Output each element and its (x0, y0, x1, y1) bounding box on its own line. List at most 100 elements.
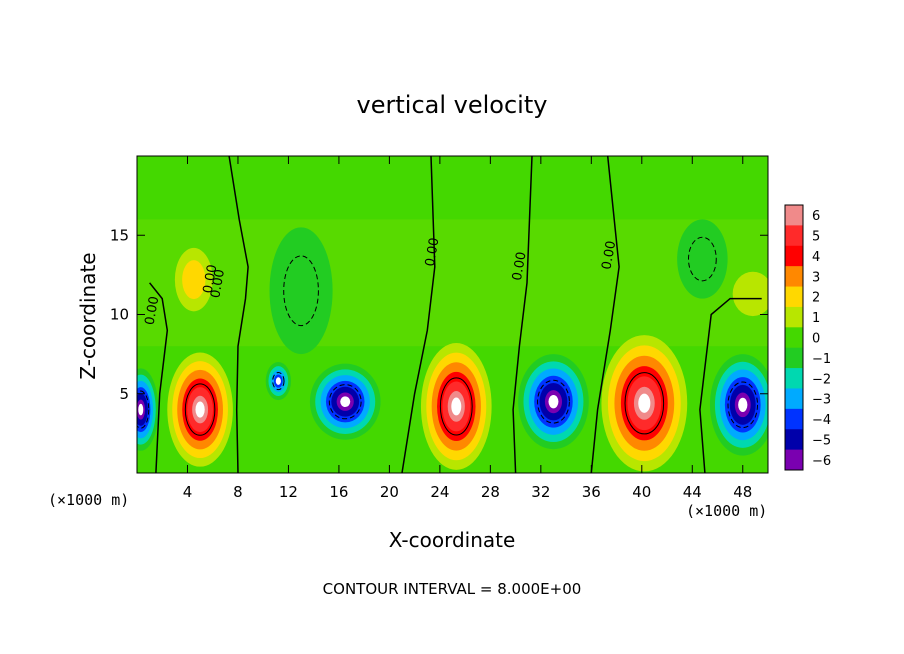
velocity-field (137, 156, 768, 473)
field-cell-updraft (420, 343, 492, 470)
colorbar-swatch (785, 245, 803, 267)
contour-positive (624, 372, 665, 435)
colorbar-label: 3 (812, 270, 820, 285)
x-tick-label: 36 (582, 483, 601, 501)
contour-labels: 0.000.000.00 0.00 0.000.00 (143, 237, 620, 327)
contour-negative (687, 236, 717, 282)
contour-label: 0.00 (208, 268, 228, 299)
colorbar-swatch (785, 388, 803, 410)
x-axis-label: X-coordinate (389, 528, 516, 552)
contour-negative (727, 381, 759, 429)
chart-title: vertical velocity (357, 91, 548, 119)
field-level-max (738, 397, 748, 412)
colorbar-frame (784, 204, 804, 471)
contour-positive (184, 383, 216, 436)
x-tick-label: 28 (481, 483, 500, 501)
field-level-max (638, 393, 651, 413)
field-level-max (548, 394, 559, 409)
y-tick-label: 5 (119, 385, 129, 403)
colorbar-swatch (785, 225, 803, 247)
colorbar-label: 1 (812, 311, 820, 326)
contour-zero (512, 156, 533, 473)
contour-zero (149, 282, 169, 473)
colorbar-swatch (785, 205, 803, 226)
x-tick-label: 48 (733, 483, 752, 501)
contour-negative (283, 255, 319, 327)
field-cell-downdraft (137, 368, 159, 451)
contour-label: 0.00 (599, 240, 619, 271)
contour-zero (590, 156, 620, 473)
field-cell-downdraft (709, 354, 768, 456)
colorbar-label: 6 (812, 209, 820, 224)
colorbar-label: −5 (812, 433, 831, 448)
y-axis-ticks: 5 10 15 (110, 226, 768, 403)
colorbar-label: −3 (812, 393, 831, 408)
x-tick-label: 40 (632, 483, 651, 501)
contour-zero (699, 297, 762, 473)
colorbar-label: 5 (812, 230, 820, 245)
contour-label: 0.00 (510, 251, 530, 282)
field-cell-downdraft (265, 362, 291, 401)
contour-zero (401, 156, 436, 473)
contour-interval-note: CONTOUR INTERVAL = 8.000E+00 (323, 580, 582, 598)
colorbar-swatch (785, 347, 803, 369)
colorbar: 6 5 4 3 2 1 0 −1 −2 −3 −4 −5 −6 (784, 204, 831, 471)
field-cell-updraft (167, 352, 233, 467)
field-level-max (195, 401, 205, 418)
x-tick-label: 20 (380, 483, 399, 501)
x-tick-label: 8 (233, 483, 243, 501)
colorbar-swatch (785, 327, 803, 349)
x-unit-left: (×1000 m) (48, 491, 129, 509)
field-cell-downdraft (309, 363, 381, 440)
y-axis-label: Z-coordinate (76, 252, 100, 379)
field-band (137, 219, 768, 347)
x-tick-label: 16 (329, 483, 348, 501)
contour-lines (137, 156, 762, 473)
field-cell-weak_down (269, 227, 333, 355)
contour-negative (328, 384, 362, 420)
field-cell-weak_down (677, 219, 728, 299)
field-cell-weak_up (732, 271, 768, 317)
colorbar-label: −6 (812, 454, 831, 469)
colorbar-swatch (785, 368, 803, 389)
contour-zero (228, 156, 249, 473)
y-tick-label: 10 (110, 306, 129, 324)
contour-positive (439, 377, 473, 436)
x-tick-label: 32 (531, 483, 550, 501)
colorbar-label: 0 (812, 332, 820, 347)
colorbar-label: −2 (812, 372, 831, 387)
colorbar-swatch (785, 306, 803, 328)
field-level--1 (269, 227, 333, 355)
x-tick-label: 12 (279, 483, 298, 501)
colorbar-label: −1 (812, 352, 831, 367)
colorbar-swatch (785, 429, 803, 451)
field-level-max (138, 403, 144, 416)
field-cell-downdraft (518, 354, 589, 450)
colorbar-swatch (785, 266, 803, 288)
x-tick-label: 4 (183, 483, 193, 501)
field-level-max (275, 377, 281, 385)
field-cell-weak_up (174, 247, 213, 312)
x-tick-label: 44 (683, 483, 702, 501)
field-level--1 (677, 219, 728, 299)
field-level-max (451, 397, 462, 416)
colorbar-swatch (785, 449, 803, 471)
colorbar-label: 4 (812, 250, 820, 265)
field-level-2 (182, 260, 206, 300)
colorbar-swatch (785, 408, 803, 430)
contour-label: 0.00 (143, 295, 163, 326)
contour-negative (137, 390, 150, 429)
field-cell-updraft (601, 335, 688, 472)
x-axis-ticks: 4 8 12 16 20 24 28 32 36 40 44 48 (183, 156, 752, 501)
y-tick-label: 15 (110, 226, 129, 244)
field-level-1 (732, 271, 768, 317)
x-tick-label: 24 (430, 483, 449, 501)
contour-label: 0.00 (423, 237, 443, 268)
colorbar-label: 2 (812, 291, 820, 306)
contour-label: 0.00 (201, 263, 221, 294)
colorbar-label: −4 (812, 413, 831, 428)
contour-negative (537, 379, 570, 424)
contour-negative (272, 372, 285, 391)
field-level-max (340, 396, 351, 408)
